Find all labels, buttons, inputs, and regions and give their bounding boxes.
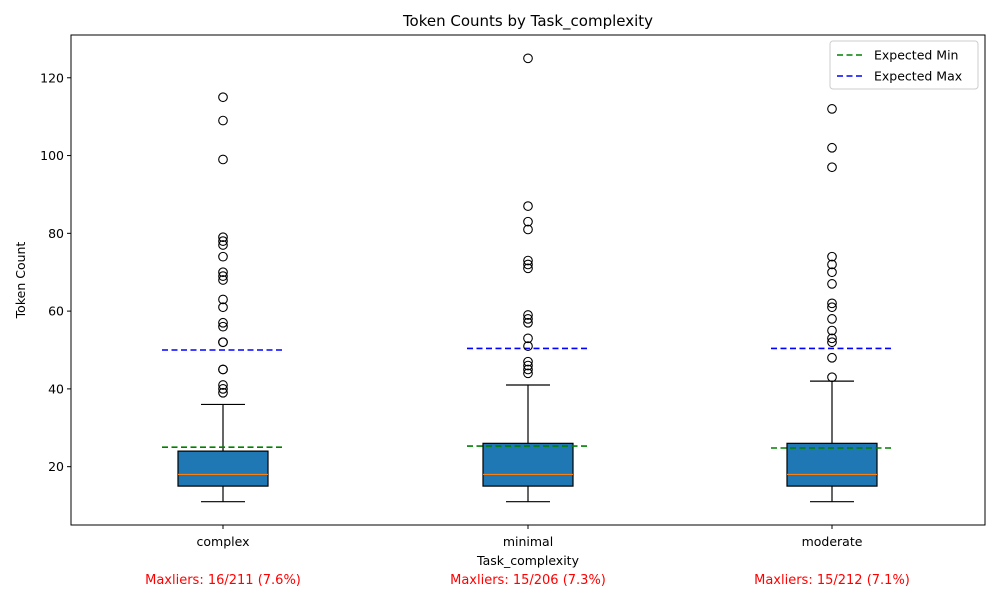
outlier-point	[827, 279, 837, 289]
outlier-point	[218, 232, 228, 243]
outlier-point	[523, 263, 533, 274]
outlier-point	[218, 387, 228, 398]
y-axis: 20 40 60 80 100 120	[40, 70, 71, 474]
outlier-point	[523, 317, 533, 328]
x-axis: complex minimal moderate	[197, 525, 863, 549]
outlier-point	[523, 341, 533, 351]
outlier-point	[827, 142, 837, 153]
box-group-minimal	[467, 53, 589, 503]
outlier-point	[218, 240, 228, 250]
outlier-point	[523, 53, 533, 64]
box-group-moderate	[771, 104, 893, 503]
outlier-point	[523, 356, 533, 367]
outlier-point	[523, 360, 533, 371]
outlier-point	[218, 236, 228, 246]
outlier-point	[218, 271, 228, 281]
outlier-point	[827, 251, 837, 262]
legend-label: Expected Max	[874, 69, 962, 84]
maxlier-annotation: Maxliers: 15/212 (7.1%)	[754, 573, 910, 588]
outlier-point	[827, 298, 837, 309]
maxlier-annotation: Maxliers: 15/206 (7.3%)	[450, 573, 606, 588]
outlier-point	[218, 384, 228, 394]
outlier-point	[218, 317, 228, 328]
y-tick-label: 40	[48, 381, 64, 396]
outlier-point	[827, 267, 837, 278]
legend-label: Expected Min	[874, 48, 958, 63]
outlier-point	[218, 380, 228, 390]
outlier-point	[827, 372, 837, 383]
iqr-box	[482, 442, 574, 487]
y-tick-label: 120	[40, 70, 64, 85]
outlier-point	[523, 255, 533, 266]
iqr-box	[177, 450, 269, 487]
outlier-point	[827, 302, 837, 313]
y-axis-label: Token Count	[13, 242, 28, 320]
outlier-point	[523, 224, 533, 235]
x-axis-label: Task_complexity	[476, 553, 580, 568]
box-group-complex	[162, 92, 284, 503]
iqr-box	[786, 442, 878, 487]
legend: Expected Min Expected Max	[829, 40, 979, 90]
outlier-point	[827, 333, 837, 344]
outlier-point	[218, 321, 228, 332]
outlier-point	[523, 368, 533, 379]
x-tick-label: minimal	[503, 534, 553, 549]
outlier-point	[218, 302, 228, 313]
x-tick-label: moderate	[802, 534, 863, 549]
plot-area	[162, 53, 893, 503]
outlier-point	[827, 325, 837, 336]
outlier-point	[523, 364, 533, 375]
outlier-point	[523, 201, 533, 211]
outlier-point	[523, 310, 533, 320]
outlier-point	[827, 352, 837, 363]
legend-frame	[829, 40, 979, 90]
y-tick-label: 80	[48, 226, 64, 241]
outlier-point	[827, 259, 837, 270]
outlier-point	[218, 267, 228, 278]
outlier-point	[218, 115, 228, 126]
outlier-point	[218, 251, 228, 262]
chart-title: Token Counts by Task_complexity	[402, 12, 653, 31]
maxlier-annotation: Maxliers: 16/211 (7.6%)	[145, 573, 301, 588]
maxlier-annotations: Maxliers: 16/211 (7.6%) Maxliers: 15/206 …	[145, 573, 910, 588]
outlier-point	[218, 154, 228, 165]
outlier-point	[218, 364, 228, 375]
x-tick-label: complex	[197, 534, 250, 549]
outlier-point	[218, 294, 228, 305]
y-tick-label: 60	[48, 304, 64, 319]
outlier-point	[827, 104, 837, 114]
outlier-point	[218, 337, 228, 348]
y-tick-label: 100	[40, 148, 64, 163]
outlier-point	[218, 92, 228, 103]
outlier-point	[827, 337, 837, 348]
y-tick-label: 20	[48, 459, 64, 474]
outlier-point	[523, 216, 533, 227]
outlier-point	[827, 162, 837, 173]
outlier-point	[523, 259, 533, 270]
outlier-point	[218, 275, 228, 285]
outlier-point	[523, 314, 533, 324]
outlier-point	[827, 314, 837, 324]
outlier-point	[523, 333, 533, 344]
